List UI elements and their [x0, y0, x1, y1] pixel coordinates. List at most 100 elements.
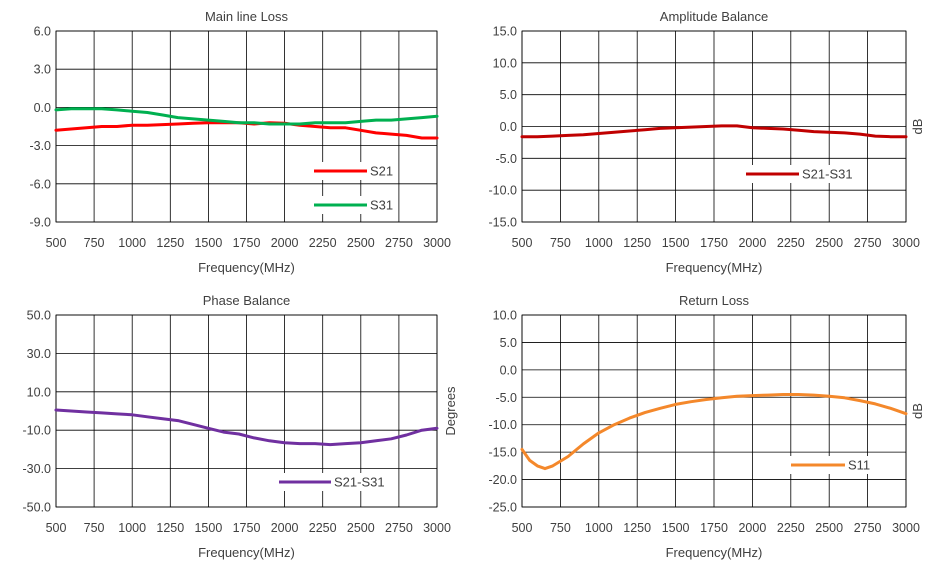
x-tick-label: 3000	[423, 236, 451, 250]
x-tick-label: 2000	[271, 236, 299, 250]
x-tick-label: 1000	[118, 236, 146, 250]
chart-panel-4: Return Loss 500 750 1000 1250 1500 1750 2000 225…	[489, 293, 926, 560]
y-tick-label: -20.0	[489, 473, 518, 487]
y-tick-label: -10.0	[23, 424, 52, 438]
y-tick-label: 10.0	[493, 309, 517, 323]
y-tick-label: -10.0	[489, 418, 518, 432]
legend-label: S21-S31	[334, 475, 385, 490]
x-tick-label: 2000	[271, 521, 299, 535]
x-tick-label: 3000	[892, 521, 920, 535]
y-tick-label: -15.0	[489, 446, 518, 460]
chart-panel-1: Main line Loss 500 750 1000 1250 1500 1750 2000…	[29, 9, 450, 275]
legend-label: S31	[370, 198, 393, 213]
legend-label: S21	[370, 164, 393, 179]
x-tick-label: 500	[512, 236, 533, 250]
y-tick-label: -3.0	[29, 139, 51, 153]
x-tick-label: 2250	[777, 521, 805, 535]
x-tick-label: 1250	[156, 236, 184, 250]
x-tick-label: 2500	[815, 236, 843, 250]
chart-title: Return Loss	[679, 293, 750, 308]
x-tick-label: 2250	[309, 236, 337, 250]
x-tick-label: 500	[46, 521, 67, 535]
x-tick-label: 1500	[662, 521, 690, 535]
x-axis-label: Frequency(MHz)	[198, 260, 295, 275]
x-tick-label: 500	[512, 521, 533, 535]
x-tick-label: 1250	[156, 521, 184, 535]
x-tick-label: 1000	[585, 236, 613, 250]
x-tick-label: 750	[84, 521, 105, 535]
y-axis-label: Degrees	[443, 386, 458, 436]
x-axis-label: Frequency(MHz)	[198, 545, 295, 560]
x-tick-label: 750	[550, 236, 571, 250]
x-tick-label: 3000	[423, 521, 451, 535]
x-axis-label: Frequency(MHz)	[666, 545, 763, 560]
chart-title: Main line Loss	[205, 9, 289, 24]
x-tick-label: 500	[46, 236, 67, 250]
legend-label: S21-S31	[802, 167, 853, 182]
legend-bg	[740, 165, 859, 183]
y-tick-label: 10.0	[493, 56, 517, 70]
y-axis-label: dB	[910, 119, 925, 135]
series-line-s21-s31	[54, 408, 439, 447]
y-tick-label: 50.0	[27, 309, 51, 323]
y-tick-label: -25.0	[489, 501, 518, 515]
x-tick-label: 2250	[777, 236, 805, 250]
x-tick-label: 1750	[700, 521, 728, 535]
chart-title: Amplitude Balance	[660, 9, 768, 24]
plot-frame	[55, 30, 438, 223]
x-tick-label: 2500	[347, 521, 375, 535]
x-tick-label: 1750	[233, 236, 261, 250]
y-tick-label: 0.0	[500, 120, 517, 134]
chart-panel-3: Phase Balance 500 750 1000 1250 1500 1750 2000 2…	[23, 293, 459, 560]
x-tick-label: 1500	[662, 236, 690, 250]
y-tick-label: -5.0	[495, 391, 517, 405]
series-line-s21-s31	[520, 124, 908, 139]
y-axis-label: dB	[910, 403, 925, 419]
x-tick-label: 1500	[194, 236, 222, 250]
legend-label: S11	[848, 458, 870, 473]
y-tick-label: 5.0	[500, 336, 517, 350]
series-line-s11	[520, 393, 908, 471]
legend-bg	[273, 473, 391, 491]
x-tick-label: 2250	[309, 521, 337, 535]
y-tick-label: 0.0	[500, 363, 517, 377]
y-tick-label: 10.0	[27, 385, 51, 399]
y-tick-label: -10.0	[489, 184, 518, 198]
y-tick-label: -50.0	[23, 501, 52, 515]
x-axis-label: Frequency(MHz)	[666, 260, 763, 275]
x-tick-label: 1250	[623, 521, 651, 535]
y-tick-label: -6.0	[29, 177, 51, 191]
plot-frame	[521, 314, 907, 508]
x-tick-label: 2750	[854, 236, 882, 250]
x-tick-label: 1000	[118, 521, 146, 535]
x-tick-label: 2750	[385, 236, 413, 250]
y-tick-label: 5.0	[500, 88, 517, 102]
plot-frame	[521, 30, 907, 223]
y-tick-label: 6.0	[34, 25, 51, 39]
x-tick-label: 750	[550, 521, 571, 535]
x-tick-label: 1000	[585, 521, 613, 535]
x-tick-label: 2750	[385, 521, 413, 535]
x-tick-label: 2750	[854, 521, 882, 535]
chart-panel-2: Amplitude Balance 500 750 1000 1250 1500 1750 2…	[489, 9, 926, 275]
y-tick-label: 30.0	[27, 347, 51, 361]
x-tick-label: 1750	[700, 236, 728, 250]
x-tick-label: 1500	[194, 521, 222, 535]
x-tick-label: 2500	[815, 521, 843, 535]
y-tick-label: -5.0	[495, 152, 517, 166]
chart-title: Phase Balance	[203, 293, 290, 308]
x-tick-label: 1750	[233, 521, 261, 535]
series-line-s31	[54, 107, 439, 126]
y-tick-label: 15.0	[493, 25, 517, 39]
y-tick-label: -30.0	[23, 462, 52, 476]
x-tick-label: 3000	[892, 236, 920, 250]
x-tick-label: 2000	[738, 521, 766, 535]
x-tick-label: 2000	[738, 236, 766, 250]
x-tick-label: 1250	[623, 236, 651, 250]
y-tick-label: 3.0	[34, 63, 51, 77]
y-tick-label: -9.0	[29, 216, 51, 230]
y-tick-label: -15.0	[489, 216, 518, 230]
x-tick-label: 2500	[347, 236, 375, 250]
y-tick-label: 0.0	[34, 101, 51, 115]
